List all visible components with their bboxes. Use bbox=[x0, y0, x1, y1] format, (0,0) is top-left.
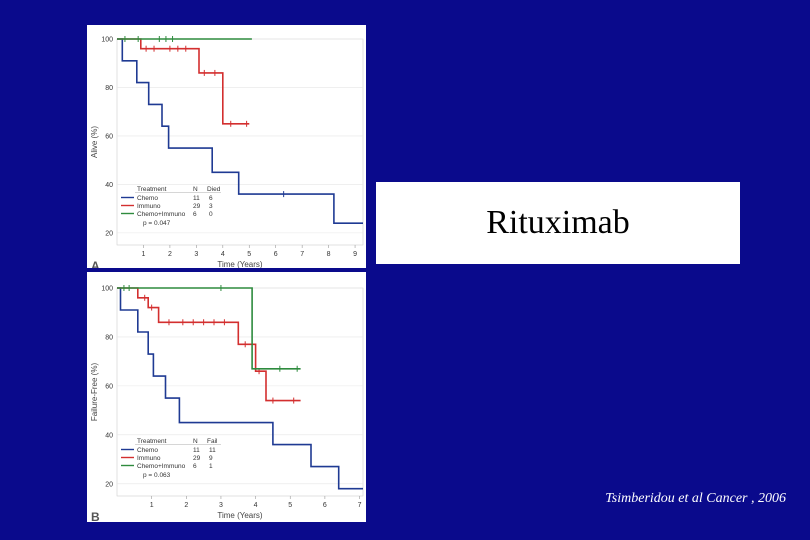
legend-name: Immuno bbox=[137, 203, 161, 210]
y-tick-label: 100 bbox=[101, 286, 113, 293]
x-tick-label: 7 bbox=[300, 251, 304, 258]
legend-name: Chemo bbox=[137, 195, 158, 202]
x-tick-label: 9 bbox=[353, 251, 357, 258]
legend-events: 1 bbox=[209, 463, 213, 470]
legend-header: Treatment bbox=[137, 438, 167, 445]
legend-n: 6 bbox=[193, 463, 197, 470]
legend-name: Chemo+Immuno bbox=[137, 463, 186, 470]
legend-n: 11 bbox=[193, 195, 200, 202]
legend-name: Chemo+Immuno bbox=[137, 211, 186, 218]
series-line-immuno bbox=[117, 38, 250, 125]
legend-n: 29 bbox=[193, 455, 201, 462]
p-value: p = 0.063 bbox=[143, 472, 171, 479]
y-tick-label: 60 bbox=[105, 383, 113, 390]
legend-header: Treatment bbox=[137, 186, 167, 193]
x-tick-label: 2 bbox=[184, 502, 188, 509]
series-line-chemo bbox=[117, 287, 363, 490]
panel-label: A bbox=[91, 259, 100, 268]
y-tick-label: 80 bbox=[105, 334, 113, 341]
x-axis-label: Time (Years) bbox=[217, 260, 263, 268]
y-axis-label: Alive (%) bbox=[90, 126, 99, 158]
p-value: p = 0.047 bbox=[143, 220, 171, 227]
x-tick-label: 4 bbox=[221, 251, 225, 258]
legend-name: Immuno bbox=[137, 455, 161, 462]
x-tick-label: 8 bbox=[327, 251, 331, 258]
legend-events: 3 bbox=[209, 203, 213, 210]
legend-events: 0 bbox=[209, 211, 213, 218]
legend-header: Died bbox=[207, 186, 221, 193]
survival-chart-b: 20 40 60 80 100 1 2 3 4 5 6 7 Time (Years) Failure-Fr… bbox=[87, 272, 366, 522]
x-tick-label: 3 bbox=[219, 502, 223, 509]
y-tick-label: 80 bbox=[105, 85, 113, 92]
series-line-chemo-immuno bbox=[117, 287, 301, 370]
legend-n: 11 bbox=[193, 447, 200, 454]
y-axis-label: Failure-Free (%) bbox=[90, 363, 99, 422]
slide-title: Rituximab bbox=[486, 204, 630, 241]
x-tick-label: 1 bbox=[141, 251, 145, 258]
series-line-immuno bbox=[117, 287, 301, 402]
y-tick-label: 60 bbox=[105, 133, 113, 140]
survival-chart-a: 20 40 60 80 100 1 2 3 4 5 6 7 8 9 Time (Years) Alive (%… bbox=[87, 25, 366, 268]
y-tick-label: 20 bbox=[105, 481, 113, 488]
x-tick-label: 5 bbox=[288, 502, 292, 509]
x-tick-label: 3 bbox=[194, 251, 198, 258]
legend-header: N bbox=[193, 186, 198, 193]
legend-header: N bbox=[193, 438, 198, 445]
x-axis-label: Time (Years) bbox=[217, 511, 263, 520]
legend-n: 6 bbox=[193, 211, 197, 218]
y-tick-label: 40 bbox=[105, 432, 113, 439]
legend-n: 29 bbox=[193, 203, 201, 210]
legend-name: Chemo bbox=[137, 447, 158, 454]
legend-events: 9 bbox=[209, 455, 213, 462]
x-tick-label: 6 bbox=[274, 251, 278, 258]
y-tick-label: 20 bbox=[105, 230, 113, 237]
x-tick-label: 7 bbox=[358, 502, 362, 509]
citation: Tsimberidou et al Cancer , 2006 bbox=[605, 491, 786, 506]
y-tick-label: 40 bbox=[105, 182, 113, 189]
x-tick-label: 1 bbox=[150, 502, 154, 509]
x-tick-label: 5 bbox=[247, 251, 251, 258]
legend-header: Fail bbox=[207, 438, 218, 445]
panel-label: B bbox=[91, 510, 100, 522]
legend-events: 11 bbox=[209, 447, 216, 454]
survival-chart-b-svg: 20 40 60 80 100 1 2 3 4 5 6 7 Time (Years) Failure-Fr… bbox=[90, 285, 364, 522]
series-line-chemo bbox=[117, 38, 363, 224]
x-tick-label: 6 bbox=[323, 502, 327, 509]
title-box: Rituximab bbox=[376, 182, 740, 264]
legend-events: 6 bbox=[209, 195, 213, 202]
x-tick-label: 2 bbox=[168, 251, 172, 258]
y-tick-label: 100 bbox=[101, 37, 113, 44]
x-tick-label: 4 bbox=[254, 502, 258, 509]
